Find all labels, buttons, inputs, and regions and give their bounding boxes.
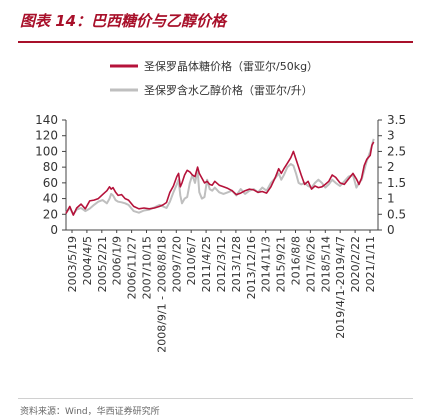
x-tick-label: 2013/1/28 (230, 236, 243, 292)
y-right-tick-label: 0.5 (387, 207, 406, 221)
y-left-tick-label: 20 (43, 207, 58, 221)
title-rule (18, 41, 413, 43)
x-tick-label: 2007/10/15 (141, 236, 154, 299)
title-bar: 图表 14：巴西糖价与乙醇价格 (0, 0, 425, 44)
y-right-tick-label: 1 (387, 192, 395, 206)
x-tick-label: 2009/7/20 (170, 236, 183, 292)
y-left-tick-label: 80 (43, 160, 58, 174)
x-tick-label: 2016/8/8 (290, 236, 303, 285)
x-tick-label: 2021/1/11 (364, 236, 377, 292)
x-tick-label: 2019/4/1-2019/4/7 (334, 236, 347, 339)
x-tick-label: 2010/6/7 (185, 236, 198, 285)
x-tick-labels: 2003/5/19 2004/4/5 2005/2/21 2006/1/9 2006/1… (66, 230, 377, 353)
legend-label-ethanol: 圣保罗含水乙醇价格（雷亚尔/升） (144, 83, 313, 97)
x-tick-label: 2003/5/19 (66, 236, 79, 292)
y-left-tick-label: 140 (35, 113, 58, 127)
source-text: 资料来源：Wind，华西证券研究所 (20, 407, 160, 417)
figure-title: 图表 14：巴西糖价与乙醇价格 (20, 12, 227, 30)
sugar-price-line (65, 141, 375, 216)
ethanol-price-line (65, 138, 375, 216)
x-tick-label: 2018/5/14 (319, 236, 332, 292)
footer-rule (18, 398, 413, 399)
y-left-tick-label: 100 (35, 144, 58, 158)
x-tick-label: 2017/6/26 (304, 236, 317, 292)
y-left-tick-label: 60 (43, 176, 58, 190)
y-right-tick-label: 3 (387, 129, 395, 143)
y-right-tick-label: 2 (387, 160, 395, 174)
y-right-tick-label: 1.5 (387, 176, 406, 190)
y-left-tick-label: 0 (50, 223, 58, 237)
x-tick-label: 2020/2/22 (349, 236, 362, 292)
y-right-tick-label: 3.5 (387, 113, 406, 127)
legend-label-sugar: 圣保罗晶体糖价格（雷亚尔/50kg） (144, 59, 318, 73)
x-tick-label: 2005/2/21 (96, 236, 109, 292)
x-tick-label: 2013/12/16 (245, 236, 258, 299)
x-tick-label: 2011/4/25 (200, 236, 213, 292)
y-right-tick-label: 2.5 (387, 144, 406, 158)
y-left-tick-label: 40 (43, 192, 58, 206)
y-left-tick-label: 120 (35, 129, 58, 143)
legend: 圣保罗晶体糖价格（雷亚尔/50kg） 圣保罗含水乙醇价格（雷亚尔/升） (110, 59, 318, 97)
x-tick-label: 2008/9/1 - 2008/8/18 (155, 236, 168, 353)
x-tick-label: 2015/9/21 (275, 236, 288, 292)
y-right-tick-label: 0 (387, 223, 395, 237)
series-layer (65, 138, 375, 216)
x-tick-label: 2012/3/12 (215, 236, 228, 292)
x-tick-label: 2006/11/27 (126, 236, 139, 299)
x-tick-label: 2014/11/3 (260, 236, 273, 292)
x-tick-label: 2006/1/9 (111, 236, 124, 285)
x-tick-label: 2004/4/5 (81, 236, 94, 285)
